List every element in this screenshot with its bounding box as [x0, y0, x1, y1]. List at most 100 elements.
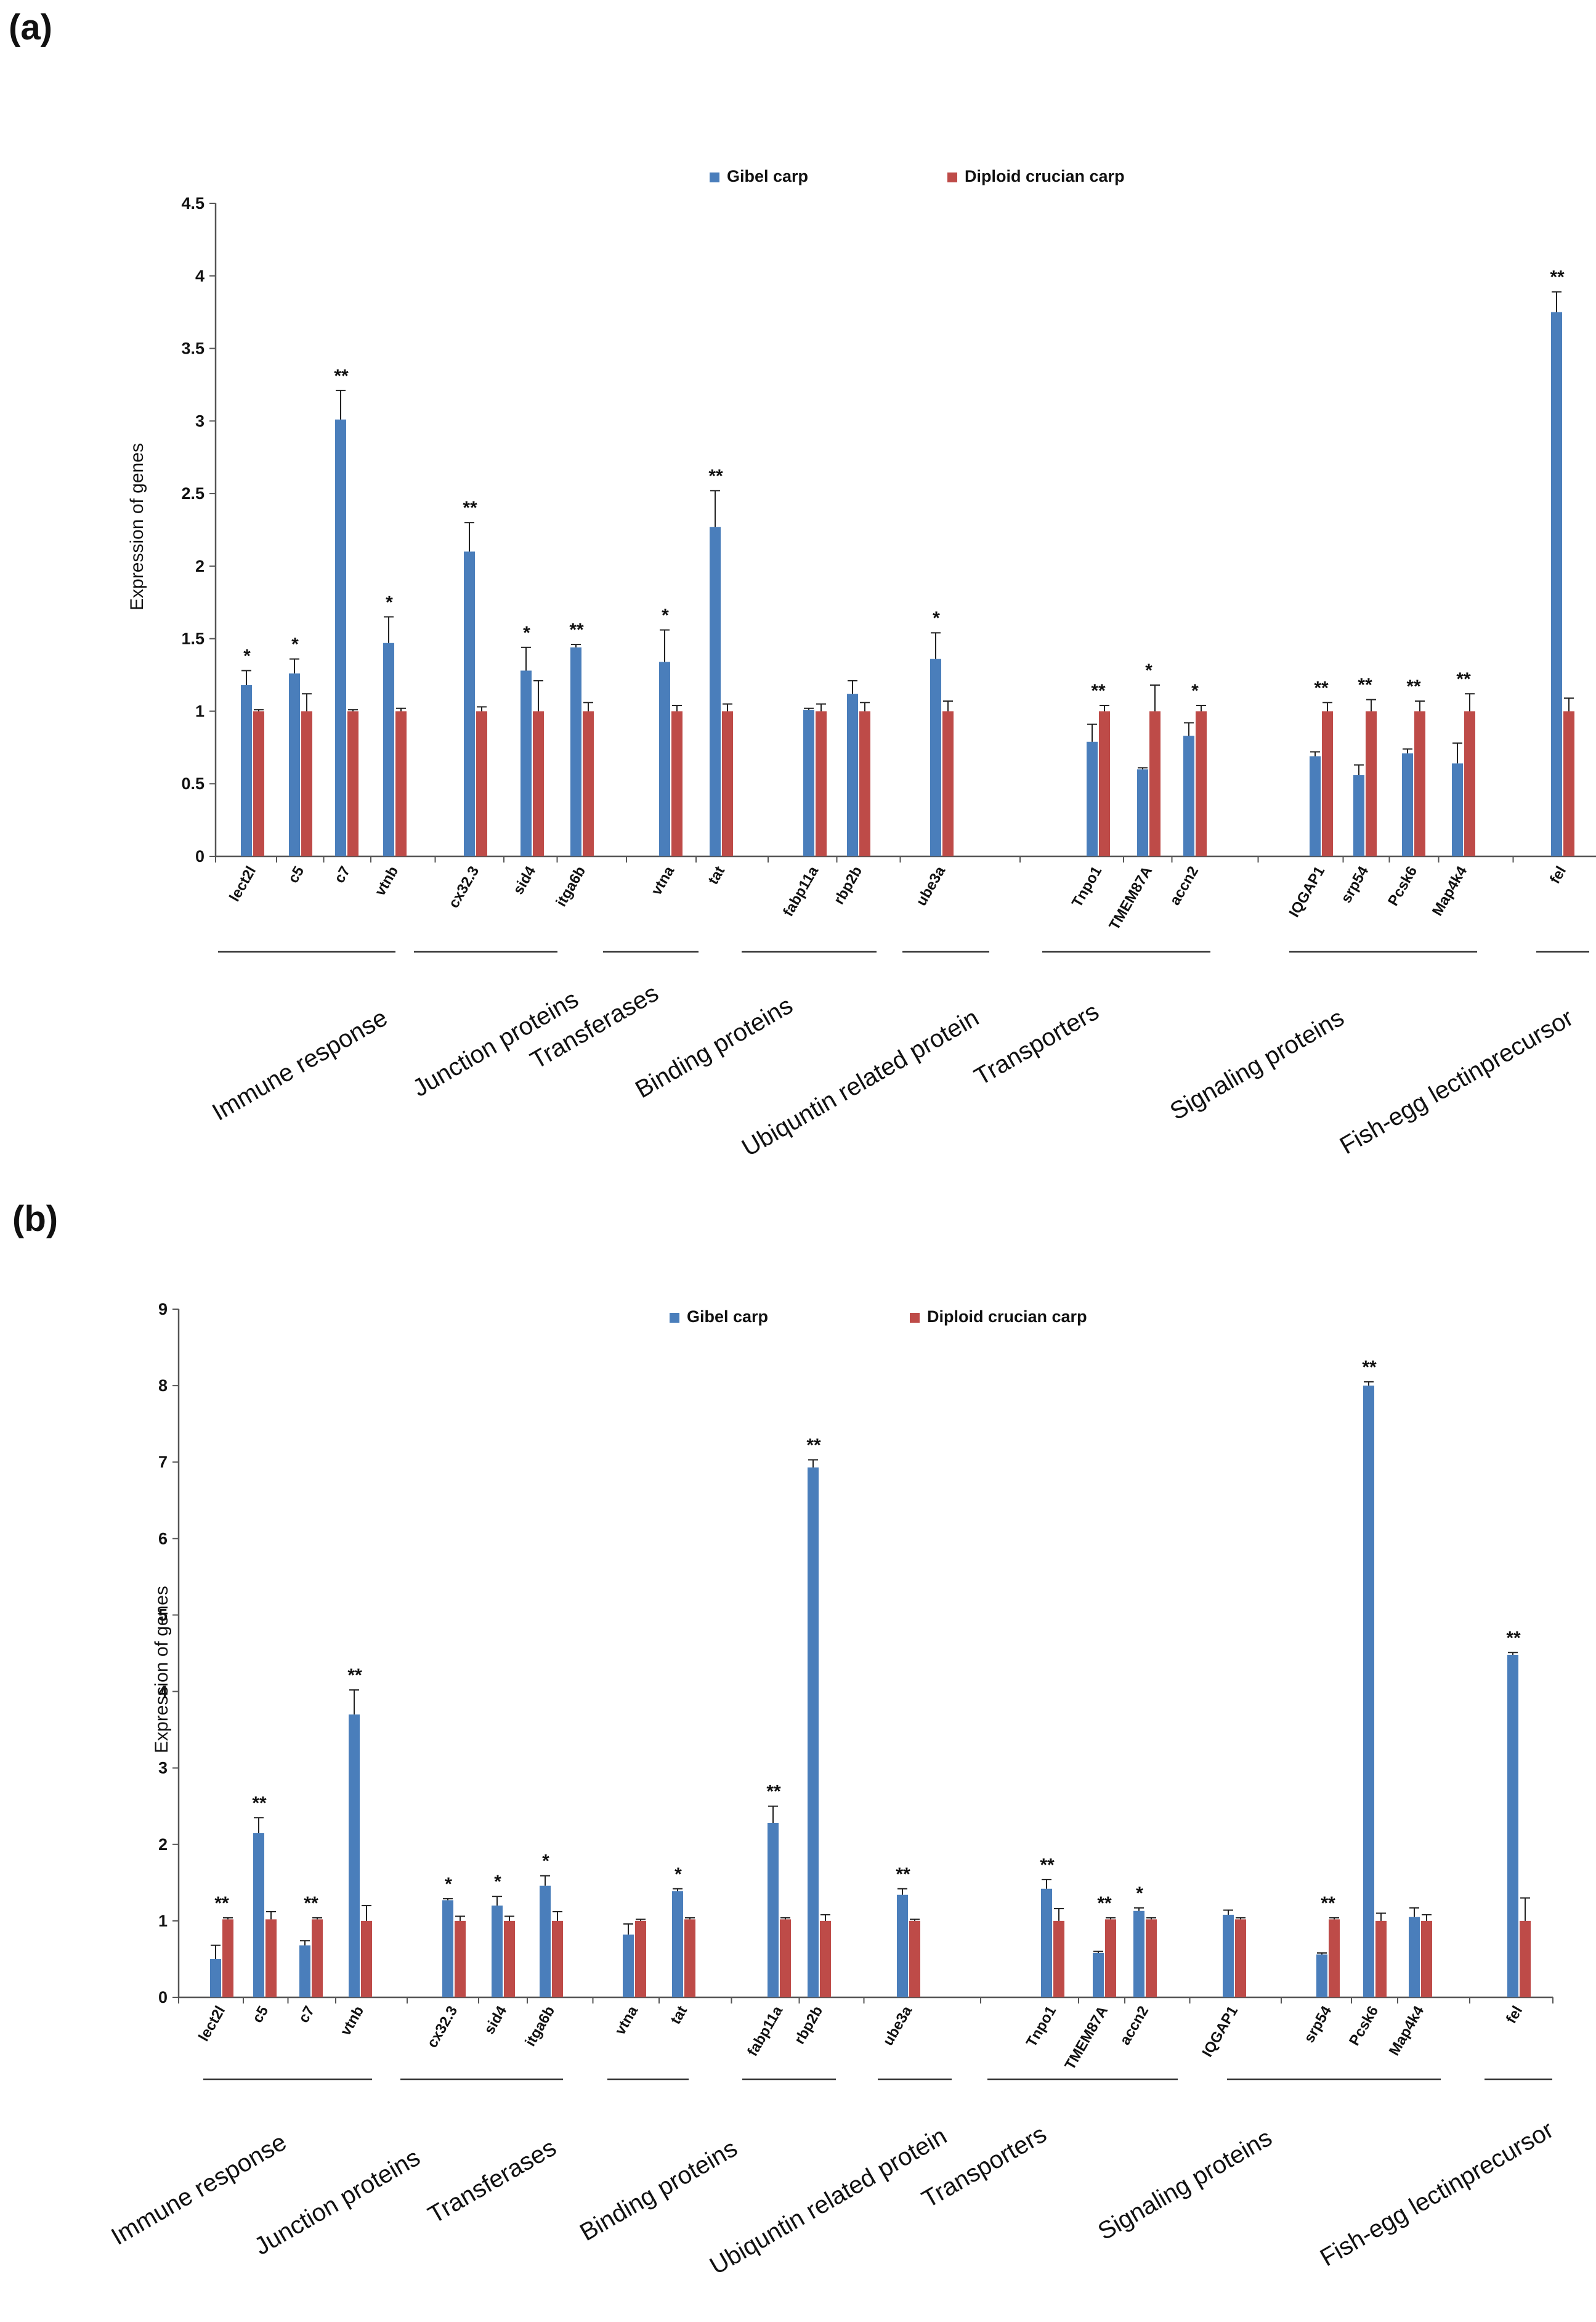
y-axis-label: Expression of genes [152, 1586, 172, 1753]
bar-diploid-crucian-carp-Pcsk6 [1414, 711, 1425, 856]
bar-diploid-crucian-carp-cx32.3 [455, 1920, 466, 1997]
bar-gibel-carp-fel [1507, 1654, 1518, 1997]
legend-swatch-1 [947, 173, 957, 182]
significance-marker: ** [1362, 1357, 1377, 1378]
significance-marker: ** [1456, 669, 1471, 689]
bar-gibel-carp-sid4 [492, 1906, 503, 1997]
significance-marker: * [662, 606, 669, 626]
bar-gibel-carp-IQGAP1 [1223, 1914, 1234, 1997]
significance-marker: * [523, 623, 530, 643]
bar-gibel-carp-srp54 [1353, 775, 1364, 856]
bar-gibel-carp-sid4 [521, 670, 532, 856]
bar-gibel-carp-vtna [659, 662, 670, 856]
significance-marker: ** [304, 1893, 318, 1914]
y-tick-label: 4 [195, 267, 205, 285]
significance-marker: * [243, 646, 251, 666]
significance-marker: ** [766, 1782, 781, 1802]
y-tick-label: 0.5 [181, 774, 205, 793]
bar-diploid-crucian-carp-ube3a [942, 711, 954, 856]
y-tick-label: 0 [195, 847, 205, 866]
significance-marker: ** [214, 1893, 229, 1914]
y-tick-label: 9 [158, 1300, 168, 1318]
bar-diploid-crucian-carp-rbp2b [820, 1920, 831, 1997]
bar-gibel-carp-c5 [289, 673, 300, 856]
y-tick-label: 2 [195, 557, 205, 575]
legend-label-1: Diploid crucian carp [965, 167, 1125, 185]
bar-diploid-crucian-carp-vtnb [395, 711, 407, 856]
significance-marker: * [542, 1851, 549, 1872]
bar-diploid-crucian-carp-IQGAP1 [1322, 711, 1333, 856]
bar-gibel-carp-IQGAP1 [1310, 756, 1321, 856]
y-tick-label: 3 [158, 1759, 168, 1777]
bar-gibel-carp-c5 [253, 1833, 264, 1997]
bar-gibel-carp-TMEM87A [1137, 769, 1148, 856]
bar-diploid-crucian-carp-accn2 [1196, 711, 1207, 856]
significance-marker: ** [1321, 1893, 1335, 1914]
bar-gibel-carp-srp54 [1316, 1954, 1327, 1997]
bar-gibel-carp-itga6b [570, 647, 581, 856]
bar-diploid-crucian-carp-tat [722, 711, 733, 856]
bar-gibel-carp-lect2l [210, 1959, 221, 1997]
bar-diploid-crucian-carp-fabp11a [780, 1919, 791, 1997]
bar-diploid-crucian-carp-rbp2b [859, 711, 870, 856]
y-axis-label: Expression of genes [127, 443, 147, 611]
significance-marker: ** [806, 1435, 821, 1455]
bar-diploid-crucian-carp-TMEM87A [1149, 711, 1161, 856]
significance-marker: ** [1091, 681, 1106, 701]
significance-marker: * [445, 1874, 452, 1894]
bar-diploid-crucian-carp-fel [1520, 1920, 1531, 1997]
panel-b-label: (b) [12, 1199, 58, 1239]
bar-diploid-crucian-carp-itga6b [552, 1920, 563, 1997]
bar-gibel-carp-TMEM87A [1093, 1953, 1104, 1997]
significance-marker: ** [1314, 678, 1329, 698]
y-tick-label: 3.5 [181, 339, 205, 358]
significance-marker: ** [1506, 1628, 1521, 1648]
y-tick-label: 5 [158, 1606, 168, 1624]
significance-marker: * [674, 1864, 682, 1885]
significance-marker: * [1191, 681, 1199, 701]
panel-a-label: (a) [9, 7, 52, 47]
bar-diploid-crucian-carp-Pcsk6 [1375, 1920, 1387, 1997]
bar-gibel-carp-c7 [299, 1945, 310, 1997]
bar-diploid-crucian-carp-tat [684, 1919, 695, 1997]
significance-marker: * [291, 635, 299, 655]
bar-gibel-carp-Pcsk6 [1402, 753, 1413, 856]
bar-gibel-carp-cx32.3 [464, 551, 475, 856]
significance-marker: ** [347, 1665, 362, 1686]
bar-diploid-crucian-carp-cx32.3 [476, 711, 487, 856]
y-tick-label: 7 [158, 1453, 168, 1471]
bar-gibel-carp-Map4k4 [1409, 1917, 1420, 1997]
y-tick-label: 0 [158, 1988, 168, 2007]
bar-diploid-crucian-carp-accn2 [1146, 1919, 1157, 1997]
bar-gibel-carp-fabp11a [768, 1823, 779, 1997]
bar-diploid-crucian-carp-lect2l [253, 711, 264, 856]
y-tick-label: 1.5 [181, 630, 205, 648]
significance-marker: ** [1040, 1855, 1055, 1875]
bar-diploid-crucian-carp-c5 [265, 1919, 277, 1997]
bar-diploid-crucian-carp-c7 [312, 1919, 323, 1997]
bar-gibel-carp-Tnpo1 [1041, 1888, 1052, 1997]
legend-label-1: Diploid crucian carp [927, 1307, 1087, 1326]
significance-marker: ** [252, 1793, 267, 1813]
bar-diploid-crucian-carp-srp54 [1366, 711, 1377, 856]
bar-diploid-crucian-carp-srp54 [1329, 1919, 1340, 1997]
y-tick-label: 2.5 [181, 484, 205, 503]
bar-gibel-carp-ube3a [930, 659, 941, 856]
bar-gibel-carp-vtnb [383, 643, 394, 856]
significance-marker: * [933, 608, 940, 628]
y-tick-label: 4.5 [181, 194, 205, 213]
y-tick-label: 1 [195, 702, 205, 720]
significance-marker: * [386, 592, 393, 612]
bar-diploid-crucian-carp-Map4k4 [1464, 711, 1475, 856]
bar-diploid-crucian-carp-Tnpo1 [1053, 1920, 1064, 1997]
bar-gibel-carp-tat [710, 527, 721, 856]
significance-marker: ** [1097, 1893, 1112, 1914]
y-tick-label: 8 [158, 1376, 168, 1395]
bar-diploid-crucian-carp-Tnpo1 [1099, 711, 1110, 856]
y-tick-label: 3 [195, 412, 205, 430]
bar-gibel-carp-Map4k4 [1452, 763, 1463, 856]
bar-gibel-carp-cx32.3 [442, 1900, 453, 1997]
bar-gibel-carp-rbp2b [808, 1467, 819, 1997]
